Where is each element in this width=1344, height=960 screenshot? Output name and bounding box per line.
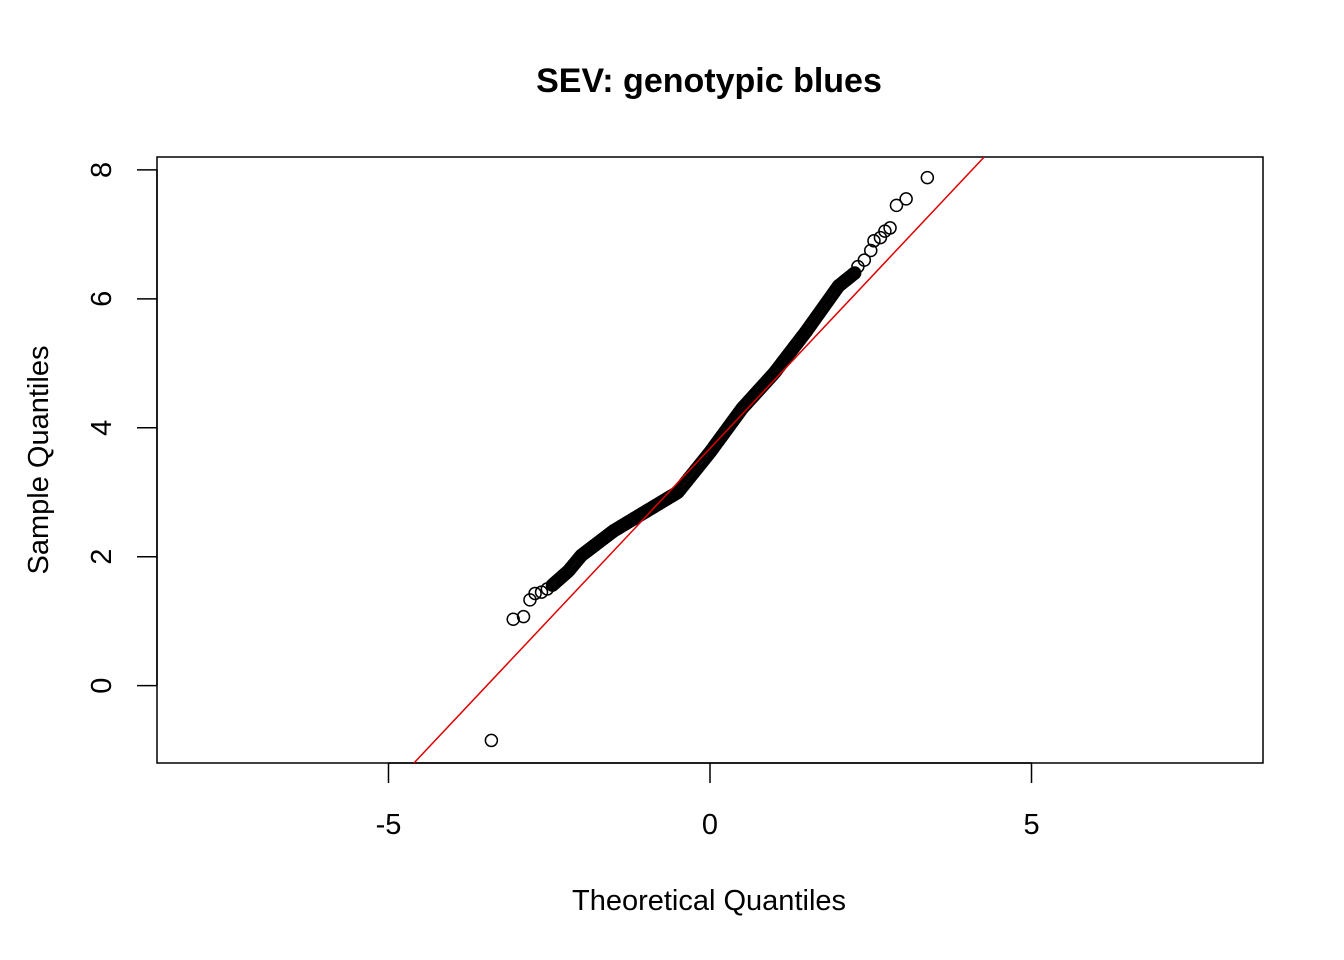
data-point	[867, 234, 881, 248]
data-point	[864, 243, 878, 258]
y-axis: 0 2 4 6 8	[86, 162, 158, 694]
x-tick-label: 5	[1023, 809, 1039, 841]
data-point	[843, 269, 858, 284]
data-point	[847, 266, 862, 280]
y-tick-label: 6	[86, 291, 118, 307]
data-point	[846, 267, 861, 281]
plot-area	[413, 156, 985, 764]
x-tick-label: -5	[376, 809, 402, 841]
y-tick-label: 2	[86, 549, 118, 565]
data-point	[920, 170, 935, 185]
y-tick-label: 0	[86, 678, 118, 694]
x-axis: -5 0 5	[376, 762, 1040, 841]
data-point	[899, 192, 913, 206]
data-point	[528, 586, 542, 601]
data-point	[484, 733, 499, 748]
x-tick-label: 0	[702, 809, 718, 841]
data-point	[844, 268, 859, 283]
reference-line	[413, 156, 985, 764]
data-point	[857, 253, 872, 267]
data-point	[889, 198, 904, 213]
data-point	[506, 612, 520, 626]
data-point	[883, 221, 897, 235]
y-tick-label: 8	[86, 162, 118, 178]
y-tick-label: 4	[86, 420, 118, 436]
data-point	[540, 582, 555, 596]
chart-title: SEV: genotypic blues	[536, 62, 882, 100]
data-point	[516, 609, 531, 624]
y-axis-label: Sample Quantiles	[23, 346, 55, 575]
x-axis-label: Theoretical Quantiles	[572, 885, 846, 917]
